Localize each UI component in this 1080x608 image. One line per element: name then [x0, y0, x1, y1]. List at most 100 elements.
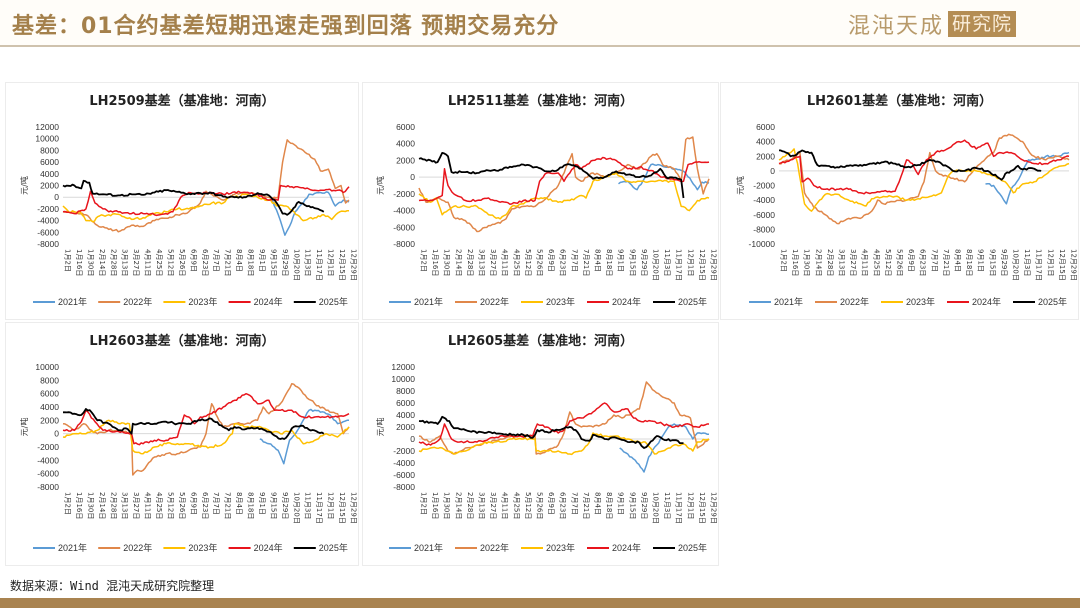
y-tick-label: -6000: [37, 469, 59, 479]
x-tick-label: 12月29日: [350, 492, 358, 524]
x-tick-label: 1月16日: [431, 492, 439, 519]
x-tick-label: 4月25日: [155, 249, 163, 276]
y-tick-label: 4000: [40, 402, 59, 412]
y-tick-label: 2000: [756, 151, 775, 161]
x-tick-label: 12月15日: [338, 249, 346, 281]
x-tick-label: 12月15日: [338, 492, 346, 524]
x-tick-label: 4月11日: [861, 249, 869, 276]
chart-title: LH2603基差（基准地：河南）: [89, 333, 274, 349]
legend-label: 2021年: [58, 296, 87, 307]
line-chart: LH2511基差（基准地：河南） 6000 4000 2000 0 -2000 -4000 -…: [375, 93, 718, 307]
legend-label: 2024年: [254, 542, 283, 553]
x-tick-label: 8月4日: [594, 249, 602, 272]
y-axis-label: 元/吨: [19, 418, 29, 437]
x-tick-label: 2月28日: [466, 249, 474, 276]
x-tick-label: 5月26日: [896, 249, 904, 276]
x-tick-label: 9月1日: [258, 249, 266, 272]
legend-label: 2021年: [414, 296, 443, 307]
x-tick-label: 4月25日: [512, 492, 520, 519]
x-tick-label: 10月20日: [292, 492, 300, 524]
x-tick-label: 11月17日: [315, 249, 323, 281]
series-line-2021: [259, 408, 349, 465]
x-tick-label: 2月14日: [454, 249, 462, 276]
x-tick-label: 7月21日: [582, 492, 590, 519]
series-line-2022: [418, 381, 710, 455]
x-tick-label: 1月2日: [420, 249, 428, 272]
legend-label: 2023年: [546, 542, 575, 553]
series-line-2024: [418, 156, 710, 205]
chart-title: LH2509基差（基准地：河南）: [89, 93, 274, 109]
y-tick-label: 6000: [40, 157, 59, 167]
series-line-2024: [62, 392, 350, 446]
x-tick-label: 8月18日: [965, 249, 973, 276]
x-tick-label: 11月3日: [1023, 249, 1031, 276]
page-title: 基差：01合约基差短期迅速走强到回落 预期交易充分: [12, 14, 560, 39]
x-tick-label: 1月30日: [443, 249, 451, 276]
y-tick-label: 6000: [756, 122, 775, 132]
x-tick-label: 12月29日: [710, 249, 718, 281]
chart-panel-lh2603: LH2603基差（基准地：河南） 10000 8000 6000 4000 2000 0 -2…: [5, 322, 359, 566]
x-tick-label: 7月7日: [570, 492, 578, 515]
x-tick-label: 9月15日: [628, 492, 636, 519]
x-tick-label: 8月18日: [605, 492, 613, 519]
x-tick-label: 11月3日: [304, 249, 312, 276]
x-tick-label: 1月30日: [443, 492, 451, 519]
legend-label: 2023年: [188, 542, 217, 553]
x-tick-label: 3月27日: [489, 249, 497, 276]
x-tick-label: 10月20日: [292, 249, 300, 281]
series-line-2023: [62, 419, 350, 455]
x-tick-label: 1月2日: [64, 492, 72, 515]
x-tick-label: 8月4日: [594, 492, 602, 515]
chart-title: LH2511基差（基准地：河南）: [448, 93, 633, 109]
x-tick-label: 8月4日: [235, 492, 243, 515]
x-tick-label: 4月11日: [501, 492, 509, 519]
data-source-note: 数据来源：Wind 混沌天成研究院整理: [10, 579, 215, 593]
legend-label: 2022年: [123, 296, 152, 307]
x-tick-label: 2月28日: [109, 492, 117, 519]
x-tick-label: 2月28日: [826, 249, 834, 276]
x-tick-label: 9月29日: [640, 249, 648, 276]
y-tick-label: 2000: [396, 422, 415, 432]
legend-label: 2025年: [319, 296, 348, 307]
y-tick-label: -4000: [37, 455, 59, 465]
x-tick-label: 1月30日: [86, 249, 94, 276]
x-tick-label: 9月15日: [628, 249, 636, 276]
x-tick-label: 6月23日: [559, 492, 567, 519]
x-tick-label: 1月2日: [420, 492, 428, 515]
y-tick-label: 12000: [35, 122, 59, 132]
y-tick-label: -8000: [393, 482, 415, 492]
x-tick-label: 12月29日: [710, 492, 718, 524]
y-tick-label: -8000: [753, 224, 775, 234]
legend-label: 2021年: [58, 542, 87, 553]
x-tick-label: 7月21日: [582, 249, 590, 276]
chart-panel-lh2601: LH2601基差（基准地：河南） 6000 4000 2000 0 -2000 -4000 -…: [720, 82, 1079, 320]
x-tick-label: 1月16日: [75, 492, 83, 519]
x-tick-label: 3月13日: [478, 492, 486, 519]
x-tick-label: 12月1日: [327, 492, 335, 519]
line-chart: LH2603基差（基准地：河南） 10000 8000 6000 4000 2000 0 -2…: [19, 333, 358, 553]
x-tick-label: 5月12日: [884, 249, 892, 276]
x-tick-label: 2月28日: [466, 492, 474, 519]
x-tick-label: 7月7日: [212, 249, 220, 272]
legend-label: 2022年: [480, 542, 509, 553]
series-line-2022: [62, 382, 350, 476]
footer-bar: [0, 598, 1080, 608]
logo-text: 混沌天成: [848, 14, 945, 39]
legend-label: 2023年: [188, 296, 217, 307]
y-tick-label: 8000: [40, 145, 59, 155]
brand-logo: 混沌天成 研究院: [848, 10, 1017, 39]
x-tick-label: 6月9日: [547, 249, 555, 272]
y-tick-label: 10000: [35, 362, 59, 372]
legend-label: 2025年: [678, 296, 707, 307]
y-tick-label: 6000: [396, 122, 415, 132]
series-line-2022: [778, 133, 1070, 225]
x-tick-label: 9月29日: [1000, 249, 1008, 276]
x-tick-label: 11月3日: [304, 492, 312, 519]
x-tick-label: 3月27日: [849, 249, 857, 276]
x-tick-label: 4月25日: [512, 249, 520, 276]
x-tick-label: 4月11日: [144, 249, 152, 276]
x-tick-label: 12月1日: [686, 249, 694, 276]
x-tick-label: 9月1日: [617, 249, 625, 272]
x-tick-label: 10月20日: [652, 492, 660, 524]
